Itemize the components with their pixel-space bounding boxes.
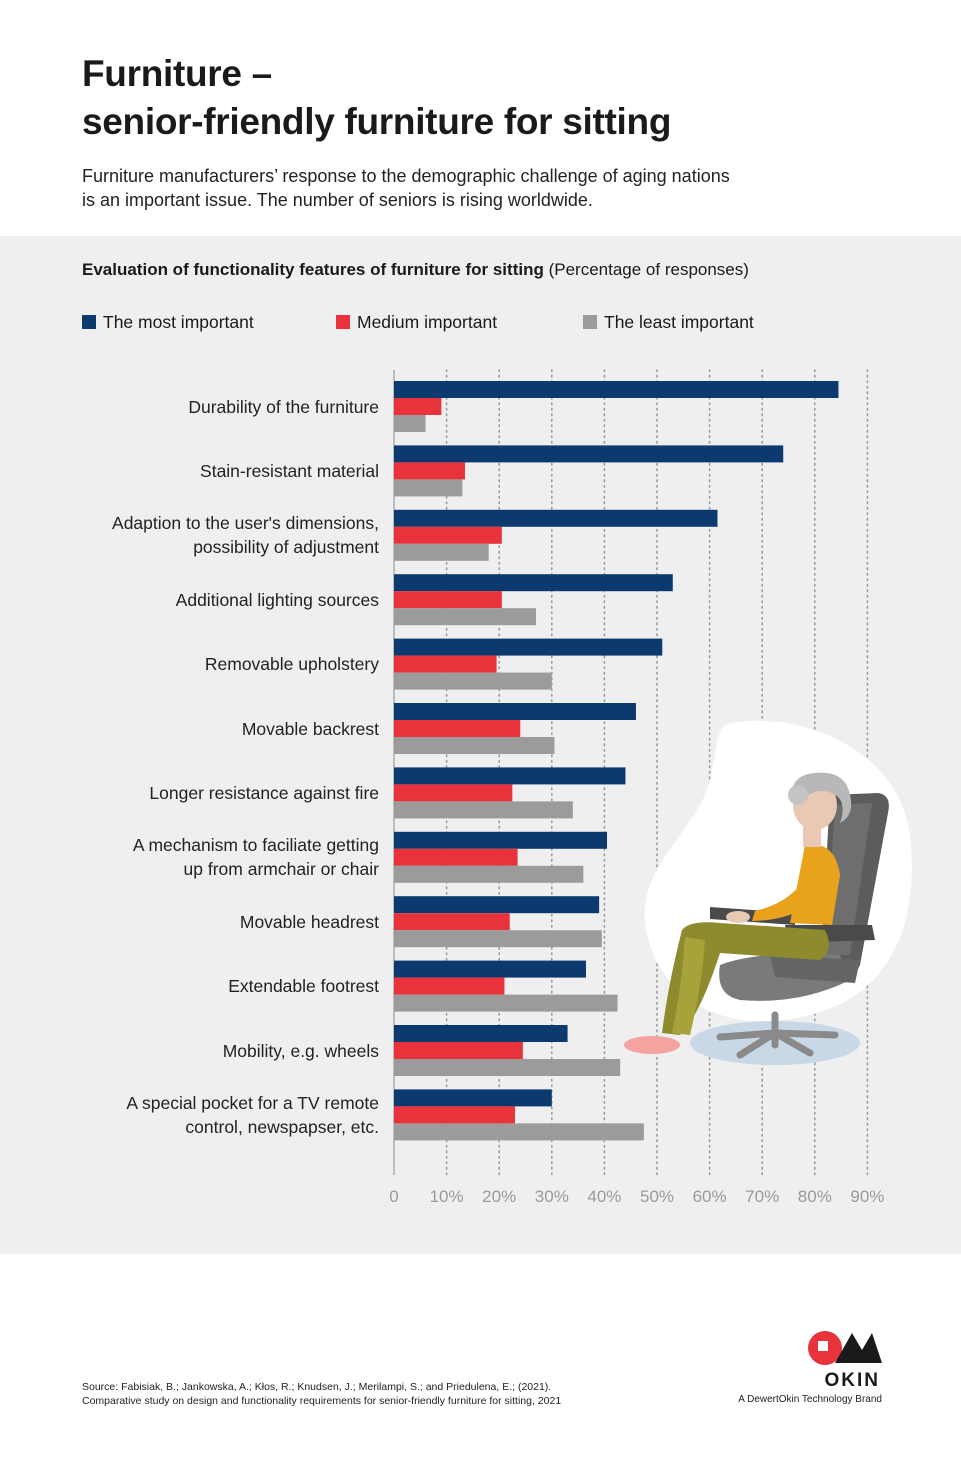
category-label-line: Movable headrest	[239, 911, 379, 932]
bar-least	[394, 865, 584, 883]
bar-most	[394, 831, 608, 849]
legend-medium-important: Medium important	[336, 311, 497, 333]
bar-medium	[394, 720, 521, 737]
bar-medium	[394, 848, 518, 866]
bar-least	[394, 415, 426, 432]
x-tick-label: 10%	[430, 1187, 464, 1206]
bar-most	[394, 574, 673, 592]
source-line-2: Comparative study on design and function…	[82, 1395, 562, 1407]
title-line-1: Furniture –	[82, 53, 272, 94]
bar-most	[394, 1089, 552, 1107]
subtitle-line-2: is an important issue. The number of sen…	[82, 190, 593, 210]
bar-chart: 0 10% 20% 30% 40% 50% 60% 70% 80% 90%	[389, 369, 884, 1206]
category-label-line: control, newspapser, etc.	[185, 1116, 379, 1137]
category-label-line: up from armchair or chair	[183, 859, 379, 880]
x-tick-label: 80%	[798, 1187, 832, 1206]
bar-most	[394, 381, 839, 398]
bar-medium	[394, 398, 442, 415]
bar-most	[394, 445, 784, 463]
legend-most-important: The most important	[82, 311, 254, 333]
title-line-2: senior-friendly furniture for sitting	[82, 101, 672, 142]
legend-swatch-least	[583, 315, 597, 329]
bar-least	[394, 801, 573, 819]
bar-medium	[394, 913, 510, 931]
legend-label-least: The least important	[604, 312, 754, 332]
category-label-line: Movable backrest	[241, 718, 379, 739]
legend-label-medium: Medium important	[357, 312, 498, 332]
bar-medium	[394, 977, 505, 995]
category-label-line: Additional lighting sources	[175, 589, 379, 610]
bar-most	[394, 638, 663, 656]
legend-swatch-medium	[336, 315, 350, 329]
bar-most	[394, 1025, 568, 1042]
bar-medium	[394, 784, 513, 802]
bar-least	[394, 479, 463, 497]
logo-name: OKIN	[824, 1370, 880, 1391]
source-citation: Source: Fabisiak, B.; Jankowska, A.; Kło…	[82, 1380, 722, 1408]
x-tick-label: 70%	[745, 1187, 779, 1206]
category-label: Extendable footrest	[59, 974, 379, 998]
bar-least	[394, 737, 555, 754]
bar-least	[394, 994, 618, 1012]
category-label: Adaption to the user's dimensions, possib…	[59, 511, 379, 559]
page-subtitle: Furniture manufacturers’ response to the…	[82, 164, 862, 212]
legend-swatch-most	[82, 315, 96, 329]
bar-most	[394, 767, 626, 785]
logo-tagline: A DewertOkin Technology Brand	[738, 1394, 882, 1405]
chart-title: Evaluation of functionality features of …	[82, 260, 544, 279]
subtitle-line-1: Furniture manufacturers’ response to the…	[82, 166, 730, 186]
category-label: Durability of the furniture	[59, 395, 379, 419]
category-label-line: Durability of the furniture	[188, 396, 379, 417]
bar-most	[394, 896, 600, 914]
bar-medium	[394, 655, 497, 673]
category-label-line: Mobility, e.g. wheels	[222, 1040, 379, 1061]
legend-label-most: The most important	[103, 312, 254, 332]
bar-least	[394, 672, 552, 690]
x-tick-label: 20%	[482, 1187, 516, 1206]
bar-least	[394, 930, 602, 948]
bar-medium	[394, 591, 502, 609]
bar-medium	[394, 526, 502, 544]
bar-medium	[394, 1042, 523, 1059]
source-line-1: Source: Fabisiak, B.; Jankowska, A.; Kło…	[82, 1381, 552, 1393]
bar-least	[394, 543, 489, 561]
category-label-line: possibility of adjustment	[193, 537, 379, 558]
category-label-line: A special pocket for a TV remote	[126, 1092, 379, 1113]
chart-title-note: (Percentage of responses)	[548, 260, 749, 279]
bar-most	[394, 960, 586, 978]
bar-least	[394, 1123, 644, 1141]
bar-medium	[394, 462, 466, 480]
category-label: Longer resistance against fire	[59, 781, 379, 805]
page-title: Furniture – senior-friendly furniture fo…	[82, 50, 942, 146]
category-label-line: Extendable footrest	[228, 976, 379, 997]
x-tick-label: 40%	[587, 1187, 621, 1206]
category-label: Movable backrest	[59, 717, 379, 741]
legend-least-important: The least important	[583, 311, 754, 333]
category-label: Movable headrest	[59, 910, 379, 934]
category-label: Removable upholstery	[59, 652, 379, 676]
category-label-line: Longer resistance against fire	[149, 782, 379, 803]
category-label: A mechanism to faciliate getting up from …	[59, 833, 379, 881]
okin-logo-icon	[808, 1331, 882, 1365]
category-label: Additional lighting sources	[59, 588, 379, 612]
category-label-line: Removable upholstery	[204, 654, 379, 675]
bar-medium	[394, 1106, 515, 1124]
x-tick-label: 50%	[640, 1187, 674, 1206]
category-label: A special pocket for a TV remote control,…	[59, 1091, 379, 1139]
category-label-line: Stain-resistant material	[200, 460, 379, 481]
bar-most	[394, 703, 636, 720]
x-tick-label: 90%	[850, 1187, 884, 1206]
category-label: Mobility, e.g. wheels	[59, 1039, 379, 1063]
bar-least	[394, 608, 537, 626]
senior-in-armchair-illustration	[624, 720, 912, 1065]
x-tick-label: 0	[389, 1187, 398, 1206]
bar-most	[394, 509, 718, 527]
bar-least	[394, 1059, 621, 1076]
category-label-line: A mechanism to faciliate getting	[132, 835, 379, 856]
x-tick-label: 60%	[693, 1187, 727, 1206]
chart-heading: Evaluation of functionality features of …	[82, 258, 942, 282]
category-label: Stain-resistant material	[59, 459, 379, 483]
category-label-line: Adaption to the user's dimensions,	[112, 513, 379, 534]
x-tick-label: 30%	[535, 1187, 569, 1206]
